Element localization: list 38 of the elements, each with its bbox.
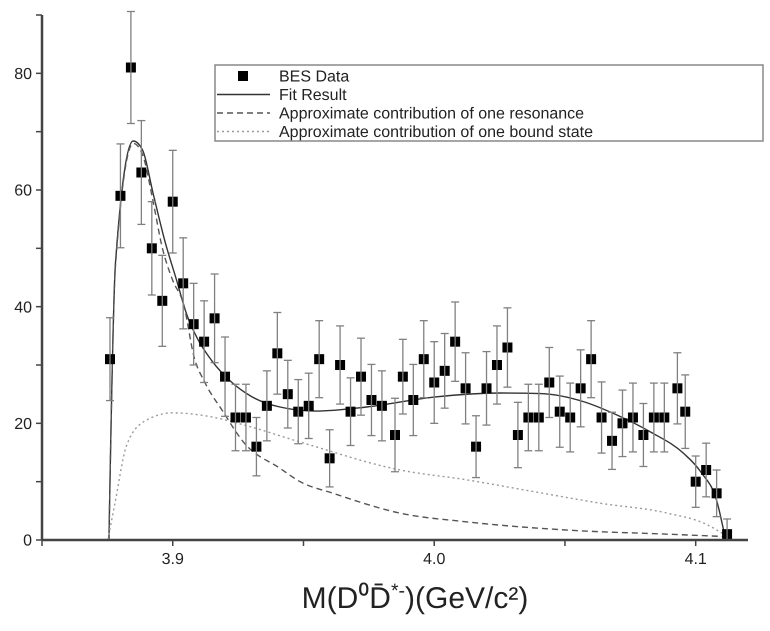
point bbox=[366, 395, 376, 405]
point bbox=[502, 342, 512, 352]
point bbox=[672, 383, 682, 394]
y-tick-label: 80 bbox=[14, 66, 32, 83]
point bbox=[220, 372, 230, 382]
point bbox=[251, 442, 262, 452]
point bbox=[335, 360, 346, 370]
x-tick-label: 4.1 bbox=[684, 551, 707, 568]
point bbox=[346, 406, 356, 417]
point bbox=[240, 412, 251, 422]
legend-label: Approximate contribution of one resonance bbox=[279, 106, 584, 123]
point bbox=[356, 372, 366, 382]
point bbox=[104, 354, 115, 364]
point bbox=[126, 62, 136, 72]
x-axis-title: M(D⁰D̄$^{*-}$)(GeV/c²) bbox=[302, 580, 528, 615]
y-tick-label: 20 bbox=[14, 416, 32, 433]
point bbox=[607, 436, 618, 446]
point bbox=[230, 412, 240, 422]
x-tick-label: 4.0 bbox=[423, 551, 446, 568]
legend-label: Approximate contribution of one bound state bbox=[279, 124, 594, 142]
point bbox=[596, 412, 607, 422]
point bbox=[390, 430, 400, 440]
point bbox=[492, 360, 502, 370]
y-tick-label: 40 bbox=[14, 299, 32, 316]
point bbox=[482, 383, 492, 394]
point bbox=[210, 313, 220, 324]
y-tick-label: 0 bbox=[23, 532, 32, 550]
y-tick-label: 60 bbox=[14, 182, 32, 200]
point bbox=[376, 400, 387, 411]
point bbox=[617, 418, 628, 428]
legend-label: Fit Result bbox=[279, 87, 348, 104]
point bbox=[115, 190, 126, 201]
point bbox=[628, 412, 638, 422]
x-tick-label: 3.9 bbox=[162, 551, 184, 568]
point bbox=[471, 442, 482, 452]
legend-label: BES Data bbox=[279, 68, 350, 86]
point bbox=[722, 529, 732, 540]
point bbox=[638, 430, 648, 440]
